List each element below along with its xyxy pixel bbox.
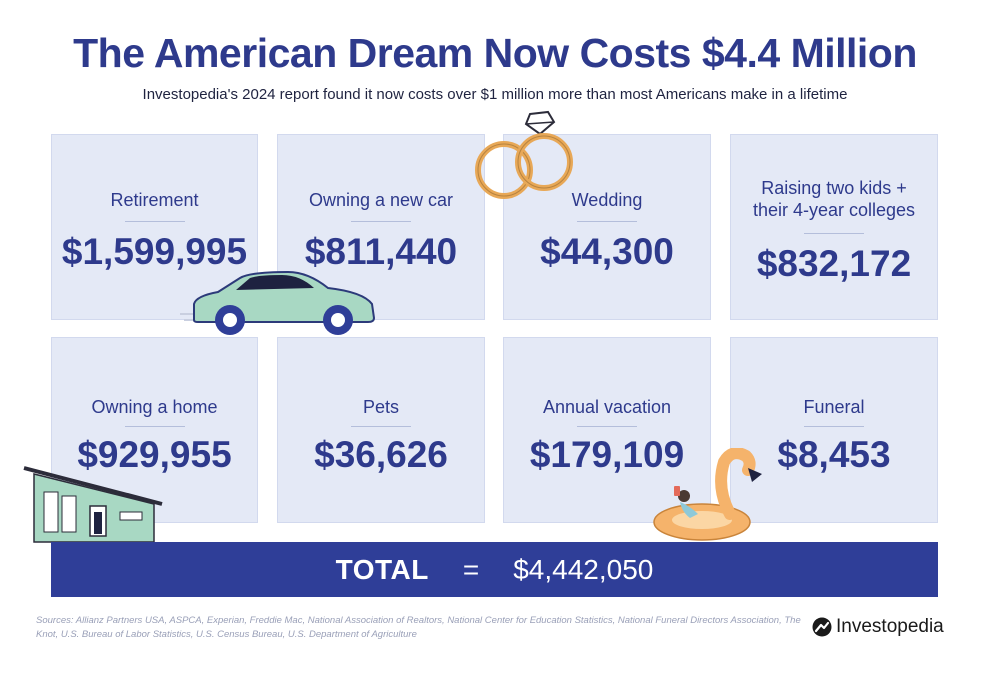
- card-wedding: Wedding $44,300: [503, 134, 711, 320]
- card-amount: $8,453: [777, 434, 891, 475]
- card-divider: [124, 426, 185, 427]
- investopedia-logo-icon: [812, 617, 832, 637]
- card-label: Owning a new car: [308, 190, 454, 210]
- sources-note: Sources: Allianz Partners USA, ASPCA, Ex…: [36, 615, 801, 640]
- card-divider: [804, 426, 864, 427]
- card-amount: $929,955: [77, 434, 232, 475]
- card-amount: $811,440: [304, 231, 458, 272]
- card-divider: [351, 426, 411, 427]
- card-label: Owning a home: [91, 397, 218, 417]
- card-divider: [577, 221, 637, 222]
- card-label: Annual vacation: [542, 397, 672, 417]
- flamingo-float-illustration: [653, 448, 762, 541]
- page-title: The American Dream Now Costs $4.4 Millio…: [73, 30, 917, 76]
- card-amount: $44,300: [540, 231, 674, 272]
- total-bar: TOTAL = $4,442,050: [51, 542, 938, 597]
- total-equals: =: [462, 553, 480, 585]
- card-amount: $1,599,995: [61, 231, 248, 272]
- card-funeral: Funeral $8,453: [730, 337, 938, 523]
- card-retirement: Retirement $1,599,995: [51, 134, 258, 320]
- car-illustration: [180, 270, 376, 335]
- card-label: Wedding: [571, 190, 643, 210]
- card-label: Retirement: [110, 190, 199, 210]
- brand: Investopedia: [812, 616, 944, 638]
- card-label: Raising two kids + their 4-year colleges: [752, 178, 916, 220]
- card-divider: [577, 426, 637, 427]
- card-label: Pets: [362, 397, 400, 417]
- total-amount: $4,442,050: [513, 553, 654, 585]
- card-label: Funeral: [803, 397, 865, 417]
- card-divider: [351, 221, 411, 222]
- card-amount: $179,109: [529, 434, 685, 475]
- total-label: TOTAL: [335, 553, 429, 585]
- card-amount: $36,626: [314, 434, 448, 475]
- house-illustration: [23, 466, 163, 543]
- rings-illustration: [475, 110, 573, 199]
- card-amount: $832,172: [756, 243, 912, 284]
- page-subtitle: Investopedia's 2024 report found it now …: [142, 86, 848, 103]
- brand-name: Investopedia: [836, 616, 944, 637]
- card-divider: [124, 221, 185, 222]
- card-pets: Pets $36,626: [277, 337, 485, 523]
- card-divider: [804, 233, 864, 234]
- card-raising-kids: Raising two kids + their 4-year colleges…: [730, 134, 938, 320]
